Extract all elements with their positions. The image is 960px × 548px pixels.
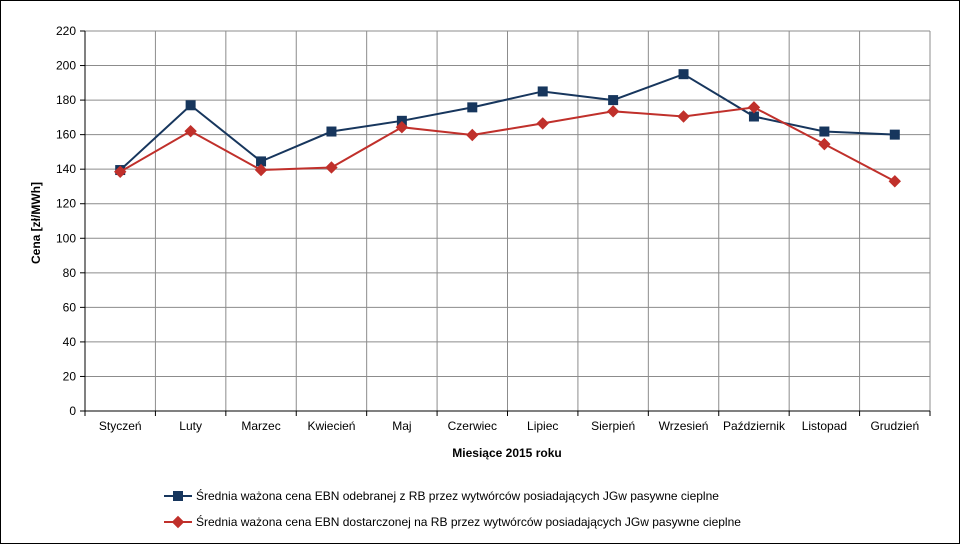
- x-tick-label: Kwiecień: [307, 419, 355, 433]
- data-point: [819, 126, 830, 137]
- series-2: [114, 101, 901, 188]
- y-tick-label: 180: [56, 93, 76, 107]
- data-point: [185, 100, 196, 111]
- data-point: [678, 69, 689, 80]
- x-tick-label: Listopad: [802, 419, 847, 433]
- data-point: [888, 175, 901, 188]
- x-tick-label: Październik: [723, 419, 786, 433]
- y-tick-label: 140: [56, 162, 76, 176]
- x-tick-label: Styczeń: [99, 419, 142, 433]
- x-tick-label: Maj: [392, 419, 411, 433]
- data-point: [606, 105, 620, 118]
- y-tick-label: 40: [63, 335, 77, 349]
- data-point: [254, 163, 268, 177]
- x-tick-label: Sierpień: [591, 419, 635, 433]
- data-point: [114, 165, 127, 178]
- y-tick-label: 20: [63, 369, 77, 383]
- y-tick-label: 220: [56, 24, 76, 38]
- x-tick-label: Luty: [179, 419, 202, 433]
- data-point: [466, 128, 479, 142]
- x-tick-label: Lipiec: [527, 419, 558, 433]
- x-tick-label: Grudzień: [870, 419, 919, 433]
- legend-label: Średnia ważona cena EBN dostarczonej na …: [196, 514, 741, 529]
- data-point: [537, 86, 548, 97]
- data-point: [677, 110, 690, 123]
- x-tick-label: Wrzesień: [659, 419, 709, 433]
- grid: [84, 30, 931, 412]
- x-axis-title: Miesiące 2015 roku: [452, 446, 561, 460]
- legend-marker: [171, 515, 185, 529]
- x-tick-label: Marzec: [241, 419, 280, 433]
- data-point: [395, 121, 409, 134]
- data-point: [536, 117, 549, 130]
- data-point: [184, 124, 197, 138]
- y-tick-label: 80: [63, 266, 77, 280]
- legend-entry-1: Średnia ważona cena EBN odebranej z RB p…: [164, 488, 719, 503]
- data-point: [747, 101, 761, 114]
- data-point: [818, 137, 831, 151]
- data-point: [325, 161, 338, 174]
- data-point: [326, 126, 337, 137]
- y-tick-label: 100: [56, 231, 76, 245]
- legend-label: Średnia ważona cena EBN odebranej z RB p…: [196, 488, 719, 503]
- y-tick-label: 120: [56, 197, 76, 211]
- series: [114, 69, 901, 188]
- series-line: [119, 73, 895, 171]
- legend: Średnia ważona cena EBN odebranej z RB p…: [164, 488, 741, 529]
- y-tick-label: 160: [56, 128, 76, 142]
- legend-entry-2: Średnia ważona cena EBN dostarczonej na …: [164, 514, 741, 529]
- y-tick-label: 60: [63, 300, 77, 314]
- data-point: [467, 102, 478, 113]
- data-point: [608, 95, 619, 106]
- x-tick-label: Czerwiec: [448, 419, 497, 433]
- y-tick-label: 200: [56, 59, 76, 73]
- y-axis-title: Cena [zł/MWh]: [29, 182, 43, 264]
- legend-marker: [173, 491, 183, 501]
- series-line: [119, 106, 896, 183]
- y-tick-label: 0: [69, 404, 76, 418]
- axes: 0 20 40 60 80 100 120 140 160 180 200 220 Styczeń Lut…: [56, 24, 931, 433]
- data-point: [889, 129, 900, 140]
